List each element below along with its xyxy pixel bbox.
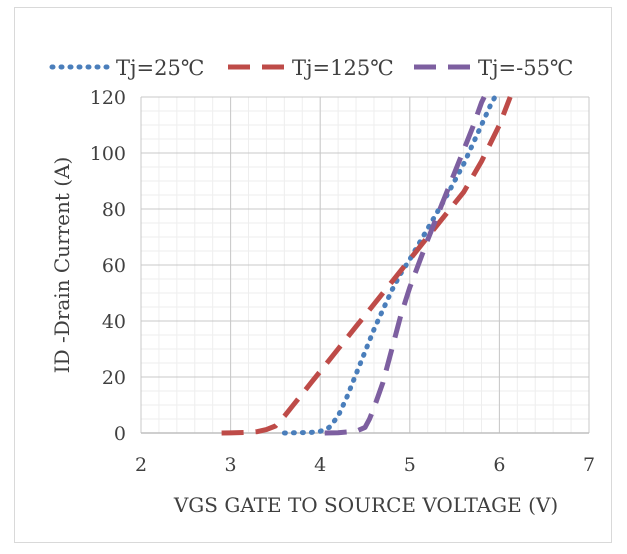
legend-label-2: Tj=125℃ bbox=[292, 56, 394, 80]
x-tick-label: 6 bbox=[493, 454, 505, 476]
y-tick-label: 100 bbox=[90, 143, 126, 165]
series-line-1 bbox=[281, 94, 498, 436]
series-line-3 bbox=[324, 95, 487, 436]
y-tick-label: 40 bbox=[102, 311, 126, 333]
x-tick-label: 5 bbox=[404, 454, 416, 476]
y-tick-label: 120 bbox=[90, 87, 126, 109]
series-line-2 bbox=[221, 96, 513, 436]
y-tick-label: 20 bbox=[102, 367, 126, 389]
y-tick-label: 0 bbox=[114, 423, 126, 445]
legend-label-3: Tj=-55℃ bbox=[478, 56, 573, 80]
x-tick-label: 4 bbox=[314, 454, 326, 476]
x-tick-label: 2 bbox=[135, 454, 147, 476]
y-tick-label: 60 bbox=[102, 255, 126, 277]
y-tick-label: 80 bbox=[102, 199, 126, 221]
x-tick-label: 7 bbox=[583, 454, 595, 476]
legend-label-1: Tj=25℃ bbox=[116, 56, 204, 80]
x-axis-label: VGS GATE TO SOURCE VOLTAGE (V) bbox=[173, 493, 558, 517]
x-tick-label: 3 bbox=[225, 454, 237, 476]
y-axis-label: ID -Drain Current (A) bbox=[50, 157, 74, 374]
legend: Tj=25℃ Tj=125℃ Tj=-55℃ bbox=[49, 56, 573, 80]
